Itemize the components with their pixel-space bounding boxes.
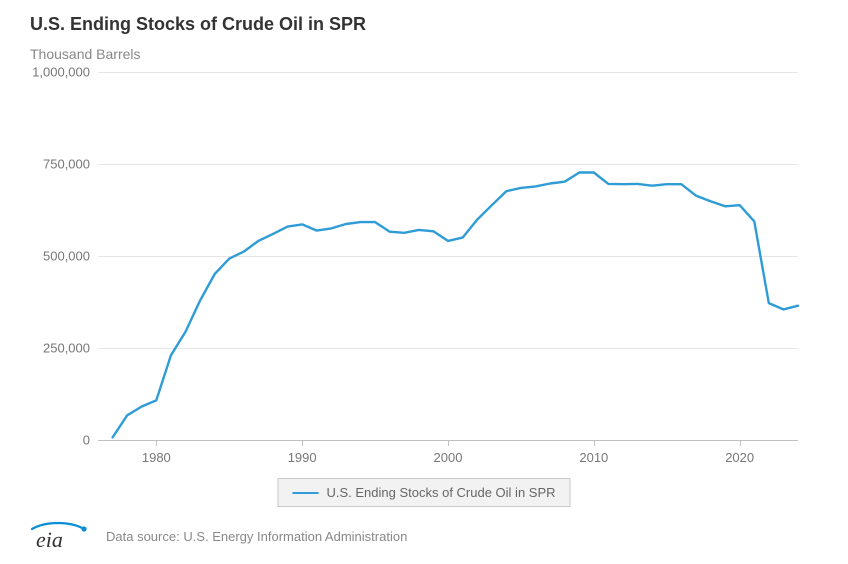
legend-label: U.S. Ending Stocks of Crude Oil in SPR xyxy=(326,485,555,500)
x-tick-label: 1980 xyxy=(142,450,171,465)
eia-logo: eia xyxy=(30,520,88,552)
x-tick-label: 2010 xyxy=(579,450,608,465)
series-line xyxy=(98,72,798,440)
y-tick-label: 250,000 xyxy=(43,341,98,356)
chart-container: { "chart": { "type": "line", "title": "U… xyxy=(0,0,848,564)
chart-subtitle: Thousand Barrels xyxy=(30,46,141,62)
x-tick xyxy=(740,440,741,446)
x-tick-label: 1990 xyxy=(288,450,317,465)
chart-footer: eia Data source: U.S. Energy Information… xyxy=(30,520,407,552)
y-tick-label: 0 xyxy=(83,433,98,448)
y-tick-label: 750,000 xyxy=(43,157,98,172)
x-tick-label: 2000 xyxy=(434,450,463,465)
x-tick xyxy=(302,440,303,446)
chart-title: U.S. Ending Stocks of Crude Oil in SPR xyxy=(30,14,366,35)
y-tick-label: 1,000,000 xyxy=(32,65,98,80)
x-tick xyxy=(448,440,449,446)
x-tick xyxy=(156,440,157,446)
plot-area: 0250,000500,000750,0001,000,000198019902… xyxy=(98,72,798,440)
legend-line-swatch xyxy=(292,492,318,494)
x-tick-label: 2020 xyxy=(725,450,754,465)
svg-text:eia: eia xyxy=(36,527,63,552)
y-tick-label: 500,000 xyxy=(43,249,98,264)
legend: U.S. Ending Stocks of Crude Oil in SPR xyxy=(277,478,570,507)
x-tick xyxy=(594,440,595,446)
data-source-text: Data source: U.S. Energy Information Adm… xyxy=(106,529,407,544)
